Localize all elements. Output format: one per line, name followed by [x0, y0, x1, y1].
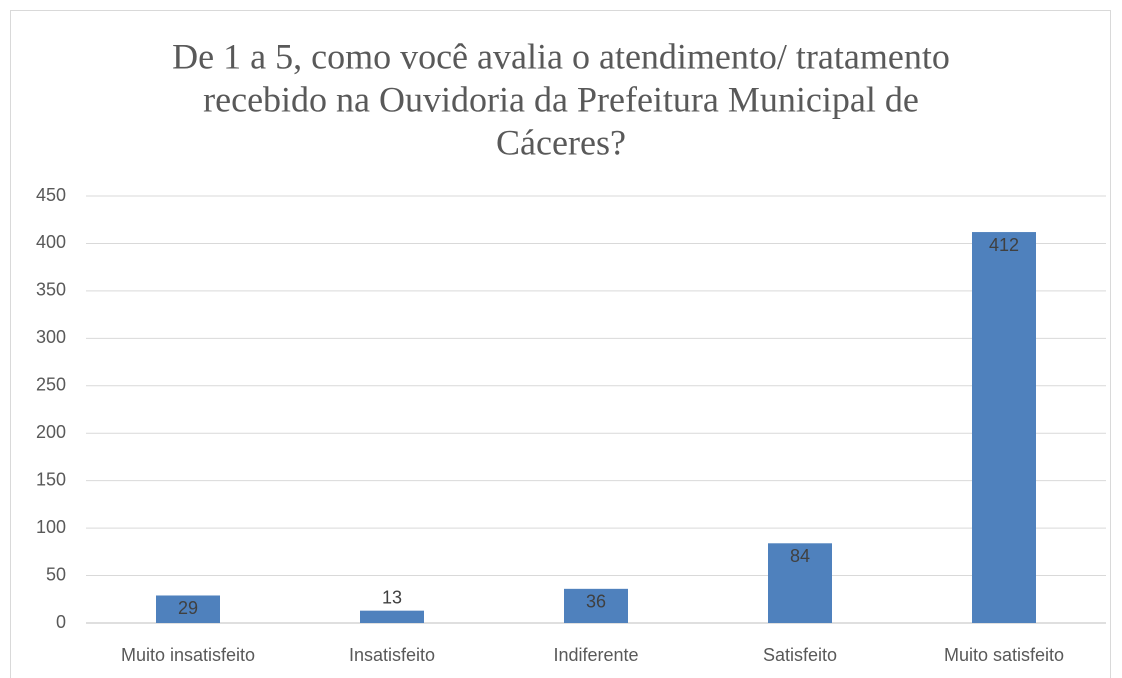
y-tick-label: 50 [46, 564, 66, 584]
chart-title: recebido na Ouvidoria da Prefeitura Muni… [203, 79, 919, 119]
data-label: 29 [178, 598, 198, 618]
y-tick-label: 150 [36, 469, 66, 489]
y-tick-label: 100 [36, 517, 66, 537]
y-tick-label: 300 [36, 327, 66, 347]
y-tick-label: 250 [36, 375, 66, 395]
chart-title: De 1 a 5, como você avalia o atendimento… [172, 36, 950, 76]
chart-border [10, 10, 1111, 678]
data-label: 412 [989, 235, 1019, 255]
y-tick-label: 400 [36, 232, 66, 252]
x-tick-label: Muito satisfeito [944, 645, 1064, 665]
data-label: 13 [382, 587, 402, 607]
data-label: 36 [586, 592, 606, 612]
y-tick-label: 450 [36, 185, 66, 205]
x-tick-label: Indiferente [553, 645, 638, 665]
x-tick-label: Satisfeito [763, 645, 837, 665]
x-tick-label: Insatisfeito [349, 645, 435, 665]
bar [564, 588, 628, 623]
data-label: 84 [790, 546, 810, 566]
x-tick-label: Muito insatisfeito [121, 645, 255, 665]
chart-title: Cáceres? [496, 122, 626, 162]
y-tick-label: 200 [36, 422, 66, 442]
y-tick-label: 350 [36, 280, 66, 300]
bar [972, 232, 1036, 623]
y-tick-label: 0 [56, 612, 66, 632]
bar [360, 610, 424, 623]
bar [156, 595, 220, 623]
bar [768, 543, 832, 623]
